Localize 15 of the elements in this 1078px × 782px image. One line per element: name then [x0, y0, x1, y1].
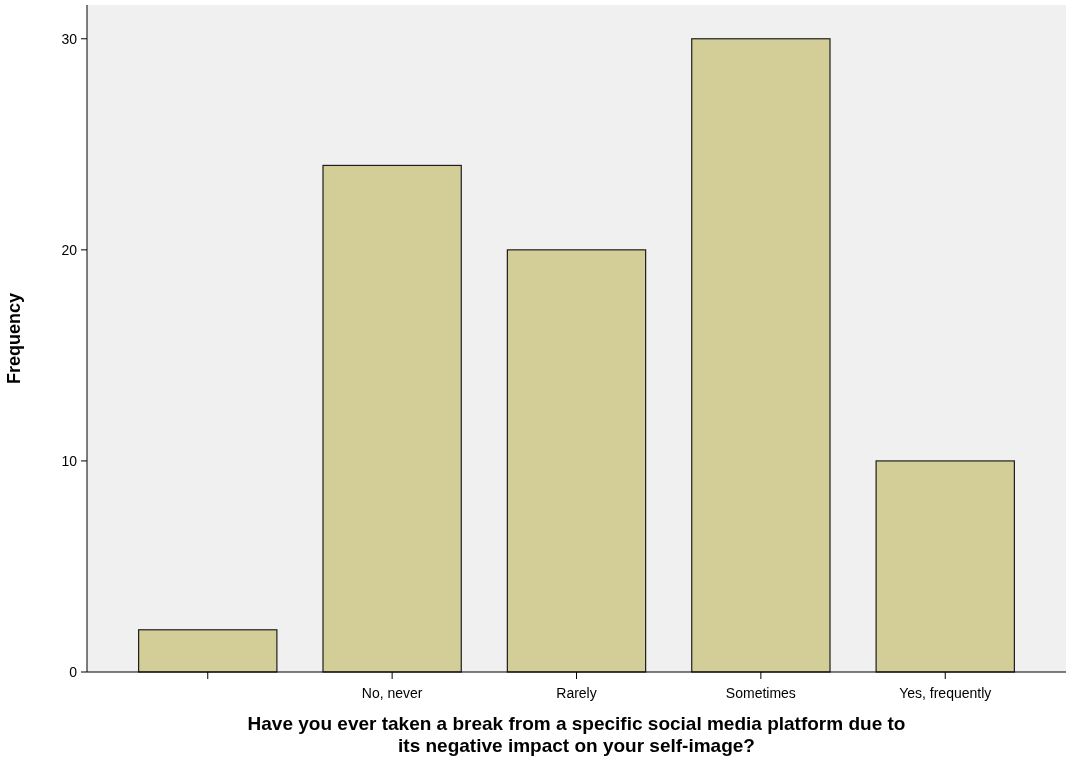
- y-tick-label: 10: [61, 452, 78, 469]
- bar: [875, 460, 1015, 673]
- x-tick-label: Rarely: [556, 685, 597, 701]
- y-axis-title: Frequency: [4, 292, 24, 385]
- y-tick-label: 0: [69, 663, 78, 680]
- x-tick-label: No, never: [361, 685, 423, 701]
- x-tick-label: Yes, frequently: [899, 685, 992, 701]
- y-tick-label: 30: [61, 30, 78, 47]
- bar: [322, 164, 462, 673]
- x-axis-title: Have you ever taken a break from a specific social media platform due to its negative impact on your self-image?: [247, 713, 906, 756]
- y-tick-label: 20: [61, 241, 78, 258]
- bar: [138, 629, 278, 673]
- bar: [691, 38, 831, 673]
- bar: [506, 249, 647, 673]
- x-tick-label: Sometimes: [725, 685, 796, 701]
